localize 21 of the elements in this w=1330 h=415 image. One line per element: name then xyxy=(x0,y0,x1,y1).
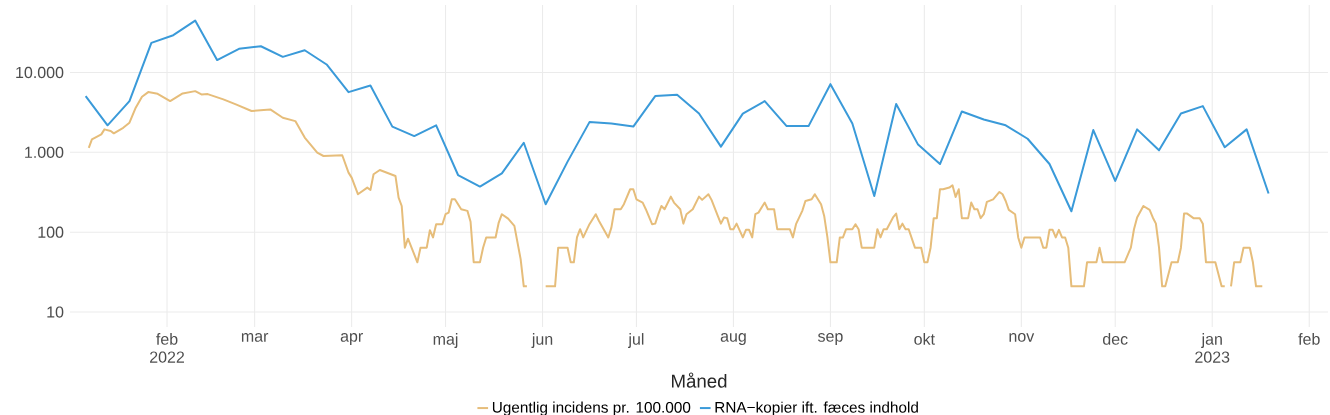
x-tick-label: nov xyxy=(1009,333,1035,342)
x-tick-label: aug xyxy=(720,333,746,345)
x-tick-label: apr xyxy=(340,333,363,345)
y-tick-label: 1.000 xyxy=(25,146,64,158)
x-tick-label: jan 2023 xyxy=(1195,333,1230,363)
y-tick-label: 10 xyxy=(47,306,64,318)
x-tick-label: mar xyxy=(241,333,269,342)
legend-label: Ugentlig incidens pr. 100.000 xyxy=(492,401,691,415)
x-tick-label: dec xyxy=(1102,333,1128,345)
x-tick-label: sep xyxy=(817,333,843,345)
x-tick-label: feb 2022 xyxy=(150,333,184,363)
x-tick-label: okt xyxy=(914,333,935,345)
x-tick-label: jul xyxy=(628,333,644,348)
x-tick-label: jun xyxy=(531,333,553,348)
x-axis-title: Måned xyxy=(672,372,727,388)
line-series xyxy=(84,19,1270,213)
y-tick-label: 10.000 xyxy=(16,66,64,79)
x-tick-label: feb xyxy=(1298,333,1320,345)
x-tick-label: maj xyxy=(433,333,458,348)
y-tick-label: 100 xyxy=(38,226,64,238)
legend-label: RNA−kopier ift. fæces indhold xyxy=(715,401,918,415)
